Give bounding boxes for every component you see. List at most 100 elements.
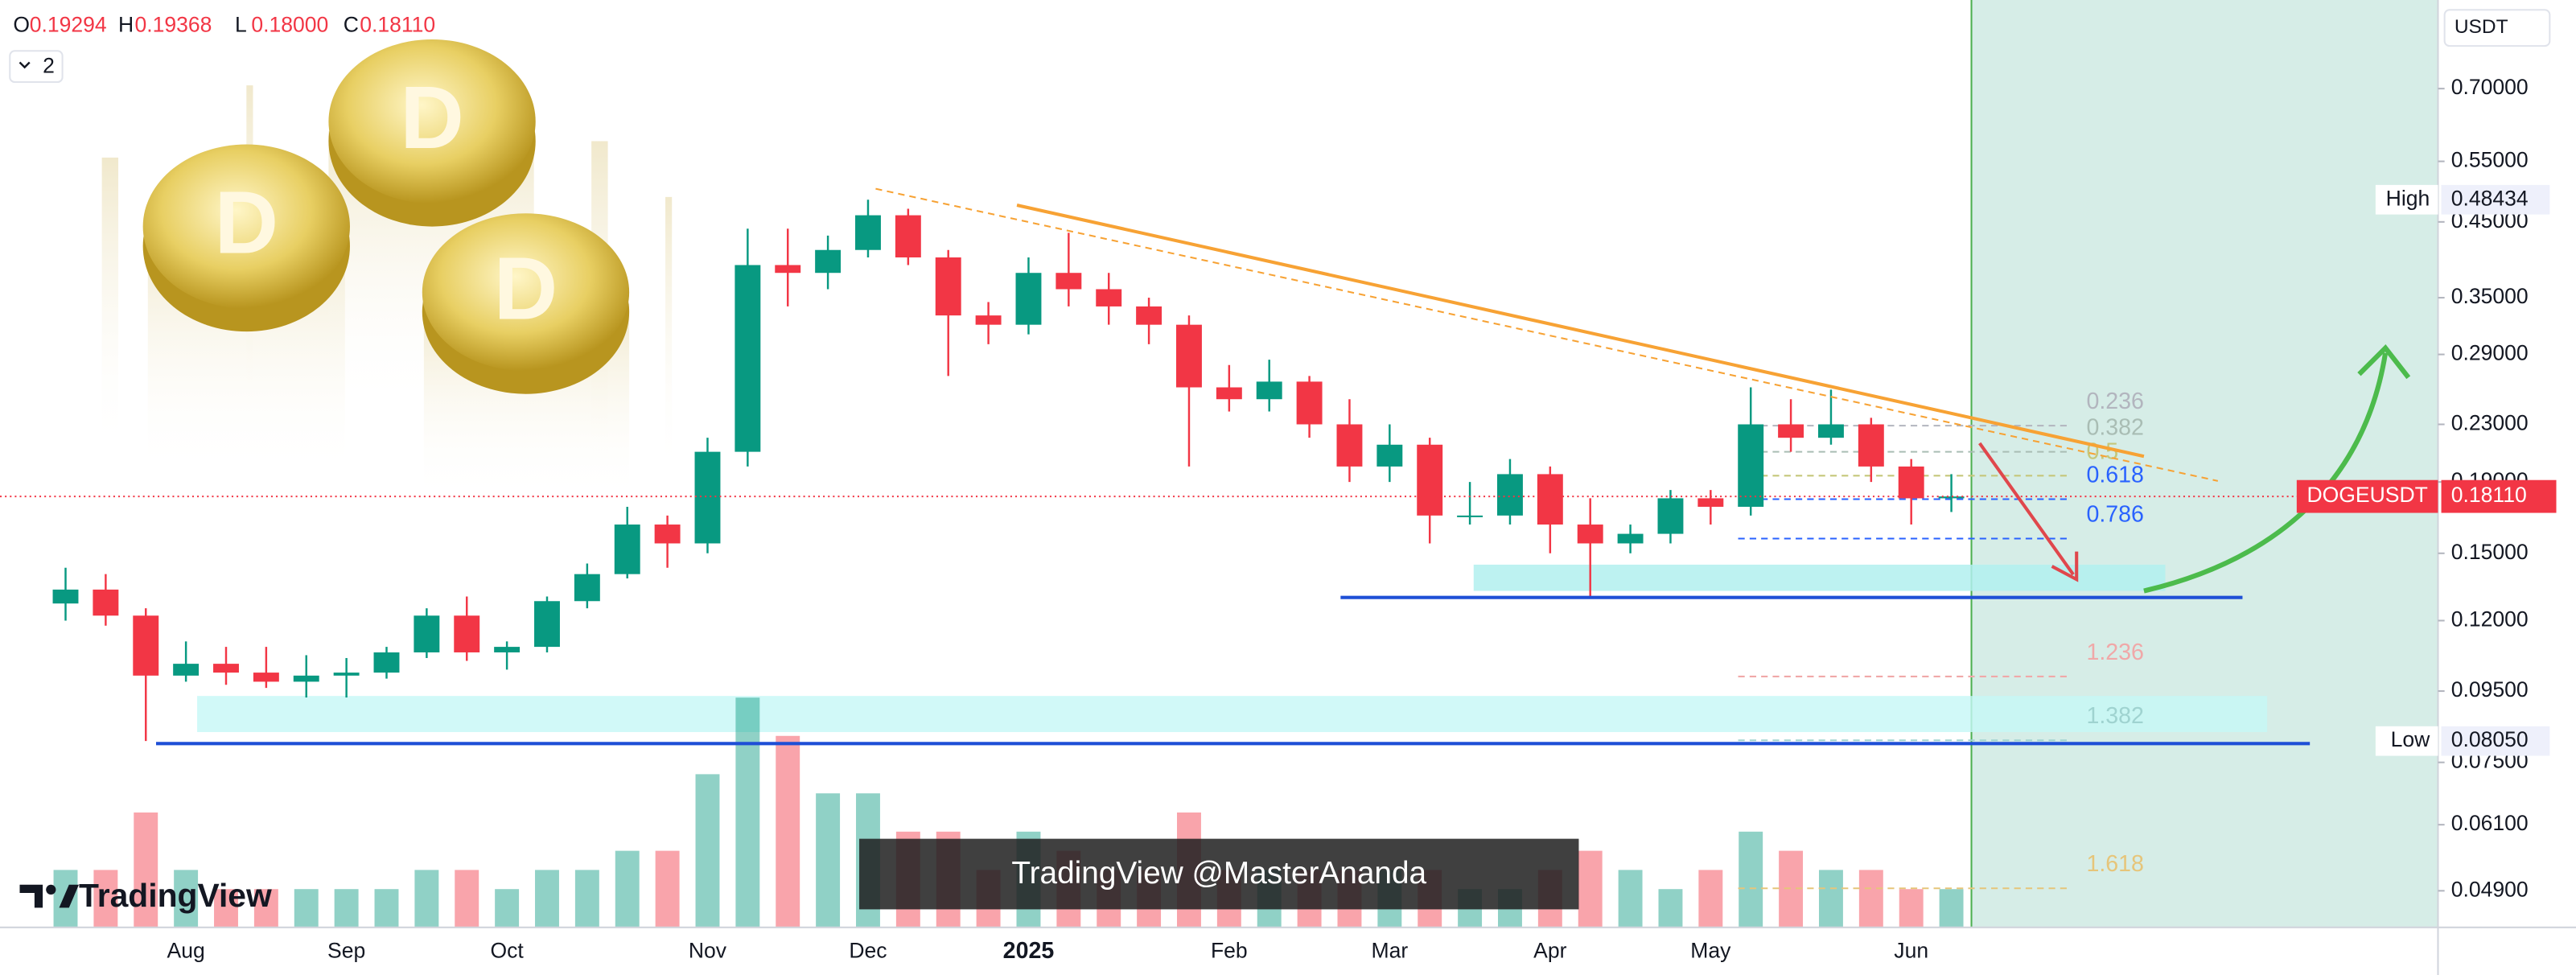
volume-bar (776, 735, 800, 928)
candle-body (1497, 474, 1523, 516)
marker-name: High (2386, 186, 2430, 210)
ohlc-value: 0.19368 (134, 13, 212, 37)
volume-bar (1939, 889, 1964, 928)
volume-bar (174, 870, 199, 928)
x-tick-label: 2025 (1003, 938, 1055, 964)
brand-name: TradingView (79, 877, 272, 914)
volume-bar (253, 889, 278, 928)
coin-artwork: D D D (101, 39, 673, 501)
candle-body (534, 601, 560, 648)
marker-value: 0.08050 (2451, 727, 2529, 751)
candle-body (133, 615, 159, 676)
volume-bar (1618, 870, 1643, 928)
candle-body (1336, 424, 1363, 467)
x-tick-label: May (1690, 938, 1731, 962)
fib-label: 0.382 (2086, 415, 2144, 441)
candle-body (1898, 466, 1924, 499)
volume-bar (615, 850, 640, 928)
candle-body (935, 257, 961, 316)
candle-body (414, 615, 440, 652)
candle-body (1015, 273, 1042, 325)
volume-bar (93, 870, 118, 928)
volume-bar (735, 697, 760, 928)
coin-logo: D (494, 239, 558, 338)
y-tick-label: 0.70000 (2451, 75, 2529, 99)
y-tick-label: 0.06100 (2451, 811, 2529, 835)
candle-body (1778, 424, 1804, 438)
candle-body (855, 215, 881, 250)
coin: D (142, 144, 350, 332)
coin: D (328, 39, 536, 227)
candle-body (1216, 387, 1242, 400)
currency[interactable]: USDT (2455, 16, 2508, 38)
x-tick-label: Oct (490, 938, 524, 962)
fib-label: 0.618 (2086, 462, 2144, 488)
candle-body (1738, 424, 1764, 507)
y-tick-label: 0.04900 (2451, 877, 2529, 901)
fib-label: 0.236 (2086, 389, 2144, 414)
indicator-toggle[interactable] (9, 50, 64, 84)
candle-body (1176, 324, 1202, 388)
marker-name-box (2375, 184, 2438, 215)
candle-body (574, 574, 600, 602)
candle-body (1376, 444, 1403, 467)
currency-button[interactable] (2443, 9, 2551, 47)
ohlc-value: 0.18000 (251, 13, 328, 37)
candle-body (1096, 289, 1122, 306)
ohlc-label: H (118, 13, 134, 37)
candle-body (213, 664, 239, 673)
volume-bar (414, 870, 439, 928)
coin: D (422, 213, 630, 394)
marker-name-box (2375, 726, 2438, 756)
volume-bar (1658, 889, 1683, 928)
fib-label: 1.618 (2086, 851, 2144, 877)
candle-body (93, 589, 119, 616)
candle-body (1858, 424, 1884, 467)
symbol-box (2296, 479, 2438, 513)
volume-bar (495, 889, 520, 928)
candle-body (1537, 474, 1563, 525)
y-tick-label: 0.23000 (2451, 411, 2529, 435)
candle-body (975, 315, 1002, 325)
symbol-name: DOGEUSDT (2306, 483, 2427, 507)
candle-body (293, 675, 319, 682)
brand-logo (19, 884, 80, 908)
watermark-box (859, 838, 1579, 910)
ohlc-value: 0.19294 (30, 13, 107, 37)
light-stripe (101, 157, 119, 454)
candle-body (333, 673, 360, 676)
x-tick-label: Jun (1894, 938, 1928, 962)
candle-layer (52, 200, 1965, 742)
volume-bar (1858, 870, 1883, 928)
fib-label: 0.5 (2086, 438, 2118, 464)
indicator-count[interactable]: 2 (43, 54, 55, 78)
volume-bar (1818, 870, 1843, 928)
candle-body (895, 215, 921, 257)
coin-logo: D (400, 68, 464, 167)
volume-bar (574, 870, 599, 928)
volume-bar (294, 889, 319, 928)
volume-bar (1578, 850, 1603, 928)
candle-body (1697, 498, 1724, 507)
x-tick-label: Sep (327, 938, 365, 962)
candle-body (1256, 381, 1282, 400)
y-tick-label: 0.55000 (2451, 148, 2529, 172)
x-tick-label: Feb (1211, 938, 1248, 962)
candle-body (1457, 515, 1483, 517)
watermark: TradingView @MasterAnanda (1011, 856, 1426, 891)
candle-body (373, 652, 400, 673)
y-tick-label: 0.15000 (2451, 540, 2529, 564)
volume-bar (816, 793, 841, 928)
candle-body (1417, 444, 1443, 516)
candle-body (1817, 424, 1844, 438)
x-tick-label: Mar (1371, 938, 1408, 962)
volume-bar (134, 812, 158, 928)
axis-layer: Aug Sep Oct Nov Dec 2025 Feb Mar Apr May Jun 0.7000… (167, 75, 2529, 964)
x-tick-label: Dec (849, 938, 887, 962)
fib-label: 1.236 (2086, 640, 2144, 665)
volume-bar (1899, 889, 1924, 928)
candle-body (1938, 496, 1965, 499)
candle-body (1577, 525, 1603, 544)
